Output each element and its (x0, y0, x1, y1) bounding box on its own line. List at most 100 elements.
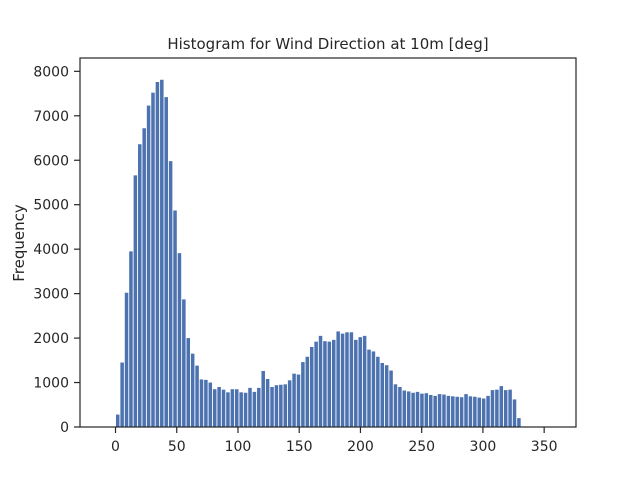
histogram-bar (332, 339, 336, 427)
histogram-bar (168, 161, 173, 428)
histogram-bar (464, 394, 468, 427)
histogram-bar (155, 82, 160, 427)
histogram-bar (261, 370, 265, 427)
histogram-bar (133, 175, 138, 427)
histogram-bar (204, 379, 208, 427)
histogram-bar (367, 349, 371, 427)
histogram-bar (459, 397, 464, 427)
plot-frame (79, 57, 577, 428)
histogram-bar (142, 128, 146, 427)
x-tick-label: 50 (168, 439, 186, 455)
x-tick-label: 150 (286, 439, 313, 455)
histogram-bar (190, 353, 195, 427)
histogram-bar (239, 392, 243, 427)
histogram-bar (323, 341, 327, 427)
y-tick-label: 2000 (33, 331, 69, 347)
y-tick-label: 5000 (33, 198, 69, 214)
histogram-bar (221, 389, 226, 427)
histogram-bar (287, 380, 292, 427)
histogram-bar (186, 338, 191, 427)
y-tick-label: 3000 (33, 287, 69, 303)
histogram-bar (433, 395, 437, 427)
histogram-bar (173, 210, 177, 427)
histogram-bar (411, 392, 415, 427)
histogram-bar (309, 346, 314, 427)
histogram-bar (424, 393, 429, 427)
histogram-bar (160, 79, 164, 428)
histogram-bar (124, 292, 129, 427)
histogram-bar (138, 144, 142, 427)
histogram-bar (164, 97, 168, 427)
histogram-bar (349, 332, 354, 427)
histogram-bar (296, 374, 301, 427)
histogram-bar (208, 382, 213, 427)
histogram-bar (199, 379, 204, 427)
histogram-bar (503, 390, 508, 427)
x-tick-label: 100 (225, 439, 252, 455)
y-tick-label: 6000 (33, 153, 69, 169)
x-tick-label: 300 (470, 439, 497, 455)
histogram-bar (376, 356, 380, 427)
histogram-bar (257, 387, 261, 427)
histogram-bar (468, 396, 473, 427)
histogram-bar (406, 391, 411, 427)
y-tick-label: 8000 (33, 64, 69, 80)
histogram-bar (508, 389, 512, 427)
histogram-bar (279, 384, 283, 427)
y-axis-label: Frequency (10, 204, 28, 282)
y-tick-label: 4000 (33, 242, 69, 258)
histogram-bar (305, 356, 310, 427)
bars-group (115, 79, 521, 428)
x-tick-label: 0 (111, 439, 120, 455)
histogram-bar (393, 384, 398, 427)
histogram-bar (477, 397, 482, 427)
histogram-bar (212, 389, 217, 427)
histogram-bar (283, 384, 288, 427)
histogram-bar (146, 105, 151, 427)
histogram-bar (336, 331, 340, 427)
histogram-bar (274, 385, 279, 427)
histogram-bar (182, 299, 186, 427)
x-axis: 0 50 100 150 200 250 300 350 (111, 427, 558, 455)
histogram-bar (314, 341, 318, 427)
histogram-bar (415, 391, 420, 427)
histogram-bar (115, 414, 120, 427)
histogram-bar (446, 395, 451, 427)
histogram-bar (301, 362, 305, 427)
histogram-bar (120, 362, 124, 427)
histogram-bar (345, 332, 349, 427)
histogram-bar (499, 386, 504, 427)
histogram-bar (265, 378, 270, 427)
histogram-bar (398, 386, 402, 427)
histogram-bar (371, 351, 376, 427)
histogram-bar (151, 92, 155, 427)
histogram-bar (354, 339, 358, 427)
histogram-bar (362, 335, 367, 427)
histogram-bar (402, 390, 407, 427)
histogram-bar (248, 387, 252, 427)
histogram-bar (490, 390, 495, 427)
chart-title: Histogram for Wind Direction at 10m [deg… (167, 35, 488, 53)
histogram-bar (195, 365, 199, 427)
y-tick-label: 0 (60, 420, 69, 436)
histogram-bar (428, 394, 433, 427)
histogram-bar (451, 396, 455, 427)
histogram-bar (517, 418, 521, 427)
histogram-bar (226, 392, 230, 427)
histogram-bar (481, 398, 486, 427)
histogram-bar (389, 370, 393, 427)
y-tick-label: 1000 (33, 376, 69, 392)
histogram-bar (486, 395, 490, 427)
histogram-bar (512, 399, 517, 427)
x-tick-label: 200 (347, 439, 374, 455)
y-tick-label: 7000 (33, 109, 69, 125)
histogram-bar (235, 389, 239, 427)
histogram-bar (270, 386, 274, 427)
x-tick-label: 350 (531, 439, 558, 455)
histogram-bar (384, 365, 389, 427)
histogram-bar (243, 392, 248, 427)
histogram-bar (252, 391, 257, 427)
histogram-bar (340, 333, 345, 427)
histogram-bar (217, 386, 221, 427)
